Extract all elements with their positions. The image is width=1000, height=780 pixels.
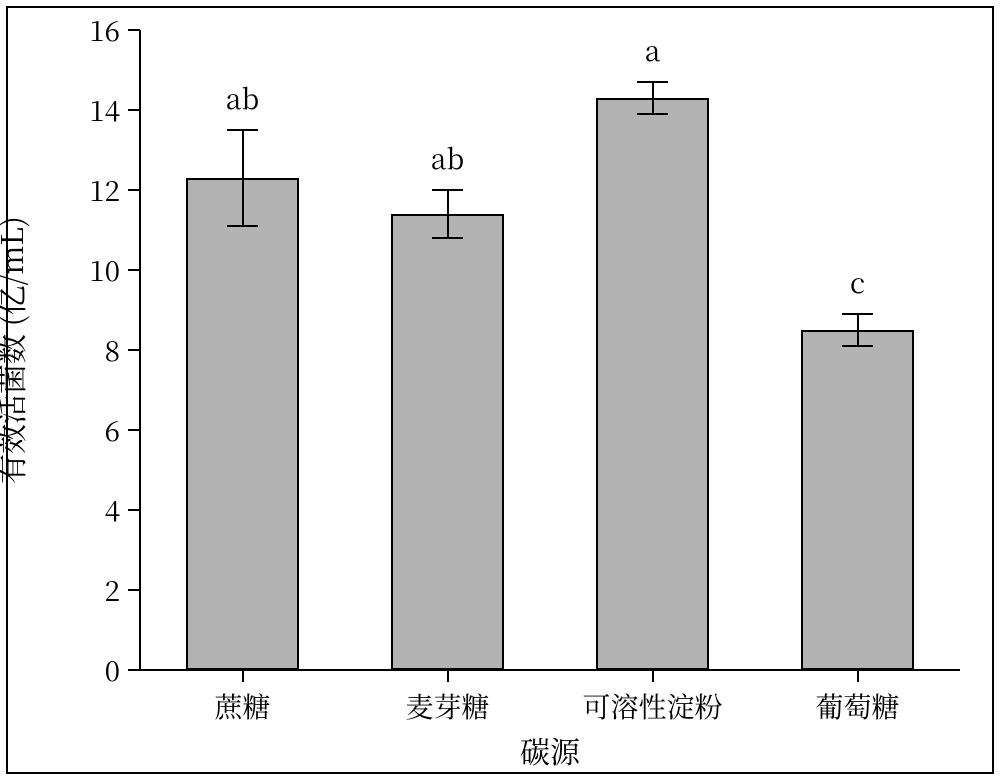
significance-label: c xyxy=(850,262,865,302)
error-cap-top xyxy=(432,189,464,191)
y-tick xyxy=(128,509,140,511)
y-tick-label: 8 xyxy=(0,330,120,370)
error-bar xyxy=(857,314,859,346)
y-tick-label: 2 xyxy=(0,570,120,610)
y-tick-label: 4 xyxy=(0,490,120,530)
error-cap-top xyxy=(842,313,874,315)
significance-label: ab xyxy=(226,78,259,118)
error-cap-top xyxy=(637,81,669,83)
y-tick xyxy=(128,109,140,111)
error-bar xyxy=(447,190,449,238)
x-category-label: 蔗糖 xyxy=(214,686,270,726)
bar xyxy=(596,98,709,670)
significance-label: a xyxy=(645,30,661,70)
y-tick xyxy=(128,669,140,671)
x-axis-title: 碳源 xyxy=(520,728,580,772)
x-category-label: 可溶性淀粉 xyxy=(582,686,722,726)
x-tick xyxy=(242,670,244,682)
bar xyxy=(391,214,504,670)
chart-container: 有效活菌数 (亿/mL) 碳源 0246810121416蔗糖ab麦芽糖ab可溶… xyxy=(0,0,1000,780)
y-tick xyxy=(128,349,140,351)
bar xyxy=(186,178,299,670)
y-tick-label: 10 xyxy=(0,250,120,290)
error-bar xyxy=(242,130,244,226)
x-category-label: 葡萄糖 xyxy=(815,686,899,726)
y-tick-label: 0 xyxy=(0,650,120,690)
error-cap-bottom xyxy=(432,237,464,239)
y-tick xyxy=(128,429,140,431)
error-cap-bottom xyxy=(842,345,874,347)
y-tick xyxy=(128,589,140,591)
y-tick-label: 16 xyxy=(0,10,120,50)
x-tick xyxy=(447,670,449,682)
x-category-label: 麦芽糖 xyxy=(405,686,489,726)
y-tick xyxy=(128,189,140,191)
error-cap-bottom xyxy=(227,225,259,227)
error-cap-bottom xyxy=(637,113,669,115)
y-tick-label: 6 xyxy=(0,410,120,450)
y-tick xyxy=(128,29,140,31)
bar xyxy=(801,330,914,670)
significance-label: ab xyxy=(431,138,464,178)
error-bar xyxy=(652,82,654,114)
x-tick xyxy=(857,670,859,682)
x-tick xyxy=(652,670,654,682)
error-cap-top xyxy=(227,129,259,131)
y-tick xyxy=(128,269,140,271)
y-tick-label: 14 xyxy=(0,90,120,130)
y-tick-label: 12 xyxy=(0,170,120,210)
